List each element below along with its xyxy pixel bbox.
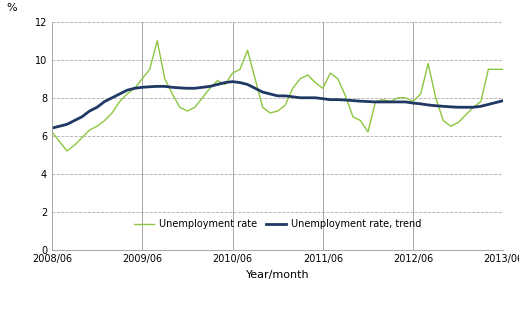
Line: Unemployment rate, trend: Unemployment rate, trend: [52, 82, 503, 128]
Unemployment rate: [305, 73, 311, 77]
Unemployment rate, trend: [139, 85, 145, 89]
Unemployment rate: [64, 149, 70, 153]
Line: Unemployment rate: Unemployment rate: [52, 41, 503, 151]
Unemployment rate, trend: [447, 105, 454, 109]
Legend: Unemployment rate, Unemployment rate, trend: Unemployment rate, Unemployment rate, tr…: [130, 216, 425, 233]
Unemployment rate: [146, 67, 153, 71]
Unemployment rate, trend: [207, 85, 213, 88]
Unemployment rate, trend: [500, 99, 507, 102]
Unemployment rate: [455, 120, 461, 124]
Unemployment rate: [335, 77, 341, 81]
Unemployment rate: [500, 67, 507, 71]
Unemployment rate: [154, 39, 160, 43]
Unemployment rate: [49, 130, 55, 134]
Unemployment rate, trend: [327, 98, 333, 101]
Unemployment rate, trend: [154, 85, 160, 88]
Unemployment rate, trend: [229, 80, 236, 84]
Unemployment rate: [222, 83, 228, 86]
X-axis label: Year/month: Year/month: [246, 270, 309, 280]
Unemployment rate, trend: [49, 126, 55, 130]
Text: %: %: [7, 3, 17, 13]
Unemployment rate: [169, 92, 175, 96]
Unemployment rate, trend: [297, 96, 303, 100]
